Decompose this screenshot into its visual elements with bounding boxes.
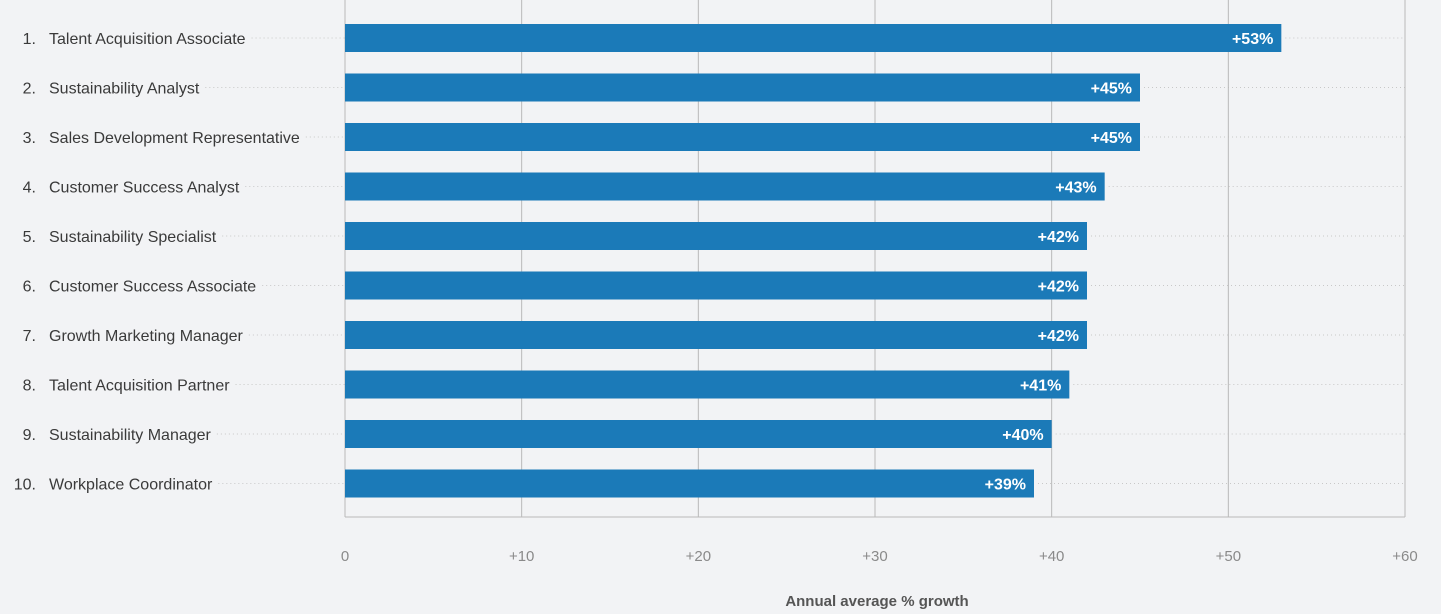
category-label: Talent Acquisition Associate [49, 31, 246, 48]
x-tick-label: +60 [1392, 548, 1417, 565]
bar [345, 469, 1034, 498]
data-labels: +53% +45% +45% +43% +42% +42% +42% +41% +40% +39% [985, 31, 1274, 494]
leader-lines [205, 37, 1405, 484]
bar [345, 370, 1070, 399]
rank-label: 1. [23, 31, 36, 48]
category-label: Customer Success Analyst [49, 180, 240, 197]
category-label: Sales Development Representative [49, 130, 300, 147]
rank-label: 10. [14, 477, 36, 494]
data-label: +45% [1091, 81, 1132, 98]
x-axis-title: Annual average % growth [785, 593, 968, 610]
data-label: +41% [1020, 378, 1061, 395]
bar [345, 73, 1140, 102]
category-label: Growth Marketing Manager [49, 328, 244, 345]
rank-label: 2. [23, 81, 36, 98]
rank-label: 6. [23, 279, 36, 296]
x-tick-label: +30 [862, 548, 887, 565]
data-label: +42% [1038, 279, 1079, 296]
bar [345, 271, 1087, 300]
rank-label: 4. [23, 180, 36, 197]
x-tick-label: 0 [341, 548, 349, 565]
rank-label: 3. [23, 130, 36, 147]
bar [345, 123, 1140, 151]
data-label: +53% [1232, 31, 1273, 48]
bar [345, 222, 1087, 250]
bar-series [345, 24, 1282, 498]
x-tick-label: +10 [509, 548, 534, 565]
category-label: Sustainability Analyst [49, 81, 200, 98]
category-label: Talent Acquisition Partner [49, 378, 230, 395]
rank-label: 8. [23, 378, 36, 395]
data-label: +43% [1055, 180, 1096, 197]
data-label: +39% [985, 477, 1026, 494]
category-label: Workplace Coordinator [49, 477, 213, 494]
x-tick-label: +20 [686, 548, 711, 565]
rank-label: 5. [23, 229, 36, 246]
category-label: Sustainability Manager [49, 427, 212, 444]
data-label: +42% [1038, 328, 1079, 345]
x-axis-tick-labels: 0 +10 +20 +30 +40 +50 +60 [341, 548, 1418, 565]
data-label: +40% [1002, 427, 1043, 444]
rank-label: 7. [23, 328, 36, 345]
data-label: +45% [1091, 130, 1132, 147]
bar [345, 420, 1052, 448]
category-labels: 1. Talent Acquisition Associate 2. Sustaina… [14, 31, 300, 494]
category-label: Sustainability Specialist [49, 229, 217, 246]
bar [345, 24, 1282, 52]
rank-label: 9. [23, 427, 36, 444]
category-label: Customer Success Associate [49, 279, 256, 296]
x-tick-label: +50 [1216, 548, 1241, 565]
x-tick-label: +40 [1039, 548, 1064, 565]
bar [345, 321, 1087, 349]
bar [345, 172, 1105, 201]
data-label: +42% [1038, 229, 1079, 246]
